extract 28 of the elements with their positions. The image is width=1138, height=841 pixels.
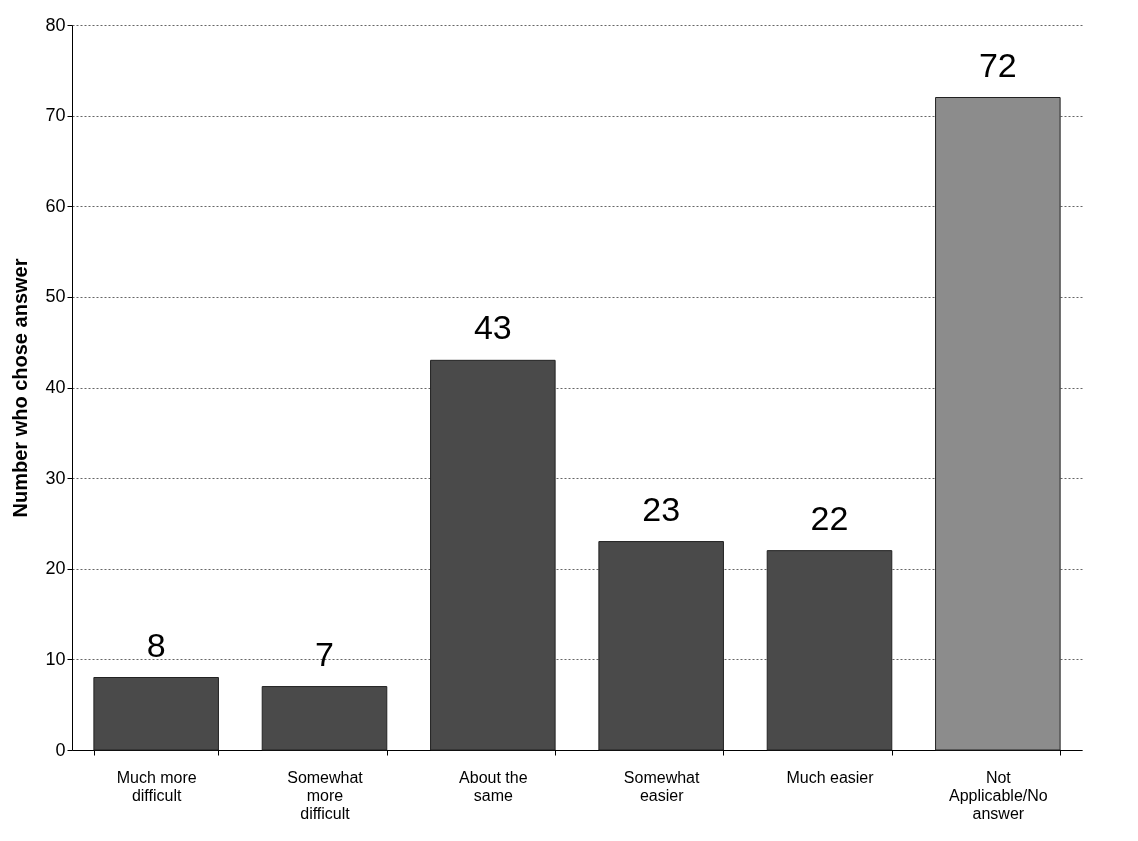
data-label: 43 [473, 308, 512, 347]
y-tick-label: 30 [45, 467, 66, 488]
x-tick-label: Somewhat more difficult [287, 768, 364, 822]
bar [261, 686, 388, 751]
bar [93, 677, 219, 751]
bar [598, 541, 724, 751]
x-tick-label: Not Applicable/No answer [948, 768, 1048, 822]
y-axis-title: Number who chose answer [9, 258, 32, 518]
y-tick-label: 20 [45, 558, 66, 579]
data-label: 8 [146, 625, 166, 664]
data-label: 7 [315, 634, 334, 673]
data-label: 72 [978, 45, 1017, 84]
bar [935, 97, 1061, 751]
x-tick-label: Somewhat easier [623, 768, 701, 804]
y-tick-label: 10 [45, 648, 66, 669]
y-tick-label: 70 [45, 105, 66, 126]
x-tick-label: Much more difficult [116, 768, 197, 804]
y-tick-label: 50 [45, 286, 66, 307]
x-tick-label: Much easier [786, 768, 875, 786]
y-tick-label: 80 [45, 14, 66, 35]
y-tick-label: 60 [45, 195, 66, 216]
y-tick-label: 0 [55, 739, 66, 760]
data-label: 23 [642, 489, 681, 528]
x-tick-label: About the same [459, 768, 528, 804]
bar [430, 359, 556, 751]
y-tick-label: 40 [45, 377, 66, 397]
data-label: 22 [810, 498, 849, 537]
bar [766, 550, 893, 751]
